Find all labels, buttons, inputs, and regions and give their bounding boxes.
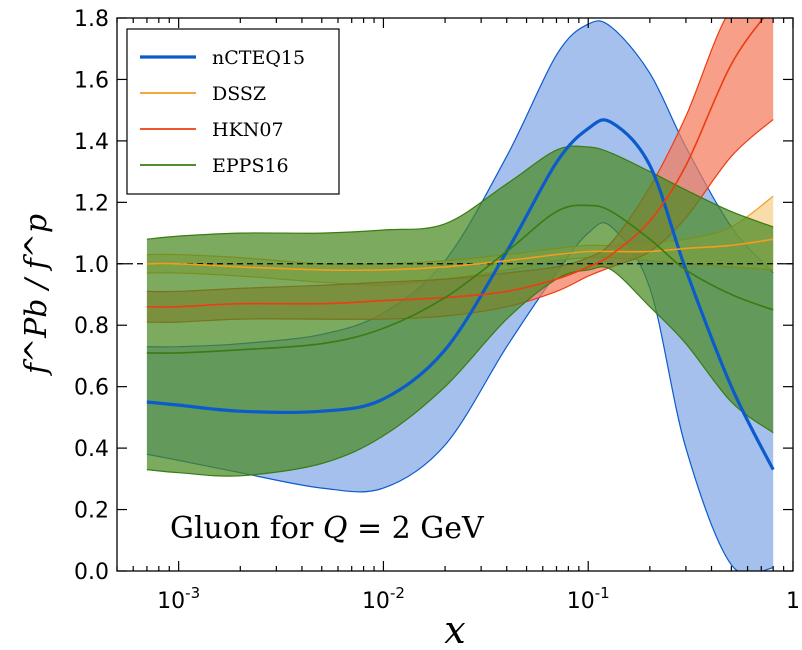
legend-label-epps16: EPPS16: [212, 155, 289, 177]
line-hkn07: [146, 18, 765, 308]
plot-frame: [116, 17, 794, 572]
y-tick-label: 0.4: [74, 437, 109, 462]
x-tick-base: 10: [362, 589, 390, 614]
y-axis-title: f^Pb / f^p: [19, 214, 54, 376]
y-tick-label: 1.4: [74, 130, 109, 155]
x-tick-exponent: -2: [390, 584, 405, 602]
y-tick-label: 0.2: [74, 499, 109, 524]
y-tick-label: 1.0: [74, 253, 109, 278]
x-tick-label: 10-3: [157, 584, 200, 614]
x-tick-base: 10: [157, 589, 185, 614]
band-epps16: [146, 146, 774, 477]
x-tick-label: 1: [786, 589, 800, 614]
x-axis-title: x: [444, 608, 465, 650]
x-tick-exponent: -3: [185, 584, 200, 602]
x-tick-label: 10-2: [362, 584, 405, 614]
x-tick-labels: 10-3 10-2 10-1 1: [157, 584, 800, 614]
band-lower-epps16: [146, 266, 774, 477]
legend-label-hkn07: HKN07: [212, 119, 284, 141]
y-tick-label: 1.8: [74, 7, 109, 32]
x-tick-exponent: -1: [595, 584, 610, 602]
y-tick-label: 0.6: [74, 376, 109, 401]
line-dssz: [146, 238, 774, 272]
x-tick-label: 10-1: [567, 584, 610, 614]
axis-ticks: [116, 17, 794, 572]
line-ncteq15: [146, 118, 775, 471]
annotation-unit: GeV: [420, 511, 485, 546]
line-epps16: [146, 204, 774, 354]
annotation-var: Q: [323, 511, 348, 546]
annotation-gluon: Gluon for Q = 2 GeV: [170, 511, 485, 546]
legend: nCTEQ15 DSSZ HKN07 EPPS16: [126, 28, 340, 195]
annotation-prefix: Gluon for: [170, 511, 323, 546]
annotation-eq: = 2: [347, 511, 420, 546]
band-upper-epps16: [146, 145, 774, 240]
x-tick-base: 1: [786, 589, 800, 614]
y-tick-labels: 0.0 0.2 0.4 0.6 0.8 1.0 1.2 1.4 1.6 1.8: [74, 7, 109, 585]
y-tick-label: 1.2: [74, 191, 109, 216]
y-tick-label: 0.0: [74, 560, 109, 585]
central-lines: [146, 18, 775, 471]
x-tick-base: 10: [567, 589, 595, 614]
y-tick-label: 1.6: [74, 68, 109, 93]
y-tick-label: 0.8: [74, 314, 109, 339]
legend-label-dssz: DSSZ: [212, 83, 266, 105]
legend-label-ncteq15: nCTEQ15: [212, 47, 305, 69]
